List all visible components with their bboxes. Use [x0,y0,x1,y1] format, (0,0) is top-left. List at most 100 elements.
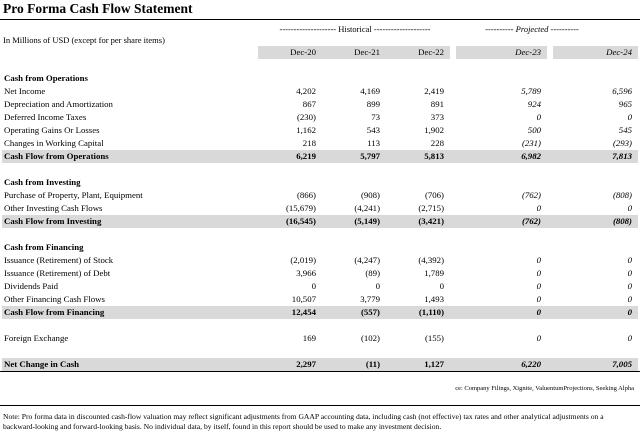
row-label: Cash Flow from Investing [2,215,258,228]
cell-value: 3,779 [360,294,380,304]
cell-value: (230) [296,112,316,122]
blank-cell [258,228,322,241]
row-label [2,319,258,332]
row-label: Changes in Working Capital [4,138,104,148]
gap-cell [450,306,456,319]
gap-cell [547,150,553,163]
cell-value: 4,202 [296,86,316,96]
gap-cell [547,46,553,59]
cell-value: (762) [456,215,547,228]
cell-value: Dec-22 [386,46,450,59]
row-label [2,163,258,176]
cell-value: Dec-24 [553,46,638,59]
gap-cell [450,215,456,228]
cell-value: 899 [366,99,380,109]
cell-value: (15,679) [285,203,316,213]
cell-value: 113 [367,138,380,148]
cell-value: 0 [536,112,541,122]
cell-value: 6,219 [258,150,322,163]
cell-value: (762) [521,190,541,200]
cell-value: 2,419 [424,86,444,96]
row-label: Other Investing Cash Flows [4,203,103,213]
row-label: Depreciation and Amortization [4,99,113,109]
total-row: Cash Flow from Investing (16,545) (5,149)(… [2,215,638,228]
source: ce: Company Filings, Xignite, ValuentumP… [455,385,634,392]
cell-value: 218 [302,138,316,148]
spacer-row [2,59,638,72]
cell-value: 5,789 [521,86,541,96]
cell-value: 373 [430,112,444,122]
table-row: Other Financing Cash Flows 10,507 3,779 1,4… [2,293,638,306]
cell-value: 500 [527,125,541,135]
blank-cell [386,228,450,241]
blank-cell [322,319,386,332]
cash-flow-table: Dec-20 Dec-21 Dec-22 Dec-23 Dec-24 Cash from … [2,46,638,371]
row-label: Other Financing Cash Flows [4,294,105,304]
gap-cell [450,150,456,163]
blank-cell [553,228,638,241]
cell-value: (293) [612,138,632,148]
spacer-row [2,319,638,332]
table-row: Foreign Exchange 169 (102) (155) 0 0 [2,332,638,345]
section-title: Cash from Investing [4,177,81,187]
gap-cell [450,358,456,371]
cell-value: 1,162 [296,125,316,135]
blank-cell [456,345,547,358]
spacer-row [2,345,638,358]
column-header-row: Dec-20 Dec-21 Dec-22 Dec-23 Dec-24 [2,46,638,59]
cell-value: 7,005 [553,358,638,371]
cell-value: 5,797 [322,150,386,163]
cell-value: 965 [618,99,632,109]
cell-value: (155) [424,333,444,343]
cell-value: Dec-21 [322,46,386,59]
cell-value: 1,789 [424,268,444,278]
cell-value: 0 [627,294,632,304]
row-label: Foreign Exchange [4,333,69,343]
blank-cell [322,163,386,176]
cell-value: 2,297 [258,358,322,371]
cell-value: 4,169 [360,86,380,96]
table-row: Other Investing Cash Flows (15,679) (4,241… [2,202,638,215]
cell-value: (3,421) [386,215,450,228]
gap-cell [547,306,553,319]
table-row: Changes in Working Capital 218 113 228 (231)… [2,137,638,150]
table-row: Dividends Paid 0 0 0 0 0 [2,280,638,293]
cell-value: (89) [365,268,380,278]
section-title: Cash from Operations [4,73,88,83]
cell-value: (557) [322,306,386,319]
section-row: Cash from Financing [2,241,638,254]
row-label [2,228,258,241]
cell-value: 0 [553,306,638,319]
title: Pro Forma Cash Flow Statement [3,1,193,16]
cell-value: 1,493 [424,294,444,304]
blank-cell [322,59,386,72]
cell-value: 6,220 [456,358,547,371]
gap-cell [450,46,456,59]
total-row: Net Change in Cash 2,297 (11) 1,127 6,220 7,0… [2,358,638,371]
cell-value: 0 [375,281,380,291]
cell-value: 0 [627,268,632,278]
cell-value: 0 [627,112,632,122]
cell-value: 0 [536,333,541,343]
cell-value: 7,813 [553,150,638,163]
cell-value: 924 [527,99,541,109]
cell-value: (102) [360,333,380,343]
units: In Millions of USD (except for per share… [3,35,165,45]
section-title: Cash from Financing [4,242,84,252]
cell-value: 73 [371,112,380,122]
row-label: Issuance (Retirement) of Debt [4,268,111,278]
blank-cell [386,163,450,176]
row-label: Dividends Paid [4,281,59,291]
cell-value: 10,507 [291,294,316,304]
row-label: Purchase of Property, Plant, Equipment [4,190,143,200]
cell-value: 0 [439,281,444,291]
blank-cell [322,228,386,241]
cell-value: 0 [311,281,316,291]
cell-value: (2,019) [290,255,316,265]
blank-cell [386,345,450,358]
gap-cell [547,358,553,371]
table-rule [0,371,640,372]
table-body: Dec-20 Dec-21 Dec-22 Dec-23 Dec-24 Cash from … [2,46,638,371]
cell-value: (4,247) [354,255,380,265]
